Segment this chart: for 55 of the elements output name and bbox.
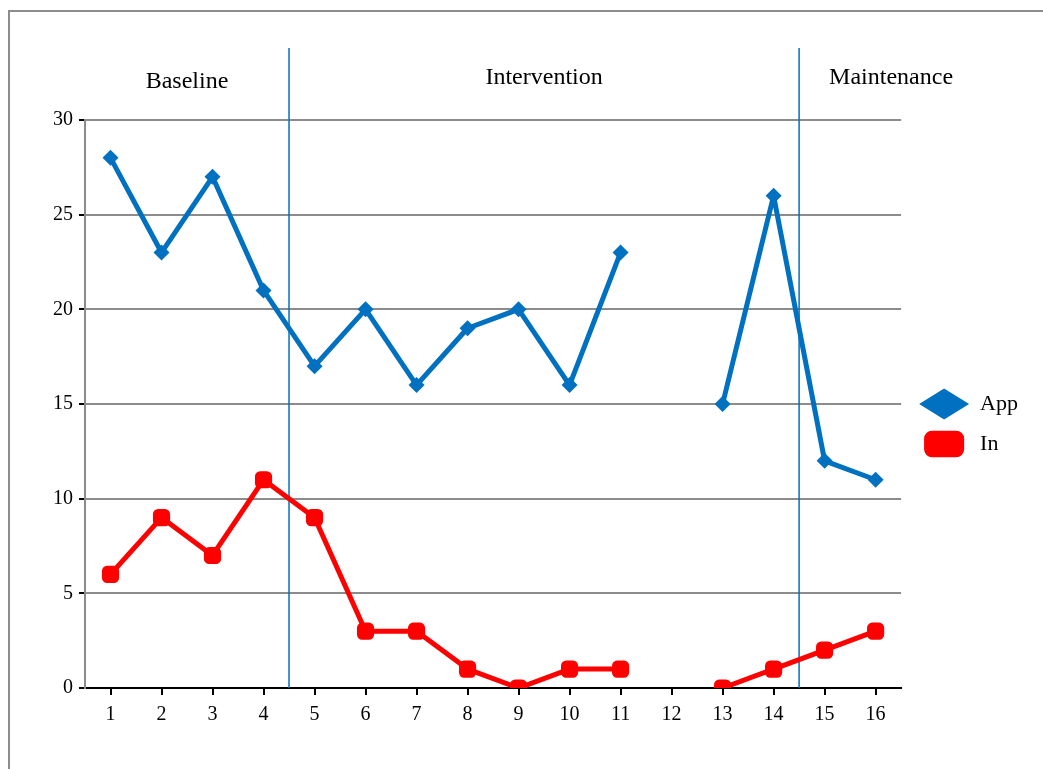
x-tick-label: 8: [462, 702, 473, 725]
point: [816, 641, 834, 659]
point: [816, 452, 833, 469]
x-tick-label: 5: [309, 702, 320, 725]
x-tick-label: 16: [865, 702, 886, 725]
point: [153, 244, 170, 261]
point: [101, 565, 120, 583]
point: [203, 546, 222, 565]
x-tick-label: 15: [814, 702, 835, 725]
point: [611, 660, 630, 678]
point: [305, 509, 324, 527]
x-tick-label: 6: [360, 702, 371, 725]
x-tick-label: 2: [156, 702, 167, 725]
point: [612, 244, 629, 261]
x-tick-label: 7: [411, 702, 422, 725]
x-tick-label: 4: [258, 702, 269, 725]
y-tick-label: 5: [63, 580, 73, 603]
x-tick-label: 11: [610, 702, 631, 725]
point: [152, 509, 171, 527]
point: [255, 282, 272, 299]
y-tick-label: 30: [53, 107, 73, 130]
text: Maintenance: [829, 63, 954, 90]
point: [459, 320, 476, 337]
point: [254, 471, 273, 489]
x-tick-label: 12: [661, 702, 682, 725]
y-tick-label: 15: [53, 391, 73, 414]
x-tick-label: 13: [712, 702, 733, 725]
point: [867, 471, 884, 488]
point: [561, 377, 578, 394]
point: [306, 358, 323, 375]
x-tick-label: 1: [105, 702, 116, 725]
point: [408, 377, 425, 394]
point: [204, 168, 221, 185]
y-tick-label: 20: [53, 296, 73, 319]
point: [102, 149, 119, 166]
legend-label: App: [980, 389, 1018, 415]
x-tick-label: 14: [763, 702, 784, 725]
point: [510, 301, 527, 318]
legend-label: In: [980, 429, 999, 455]
text: Intervention: [485, 63, 603, 90]
x-tick-label: 10: [559, 702, 580, 725]
y-tick-label: 0: [63, 675, 73, 698]
point: [458, 660, 477, 678]
point: [714, 396, 731, 412]
y-tick-label: 25: [53, 201, 73, 224]
x-tick-label: 3: [207, 702, 218, 725]
point: [560, 660, 579, 678]
point: [765, 660, 783, 678]
text: Baseline: [145, 67, 229, 94]
point: [357, 301, 374, 318]
point: [356, 622, 375, 640]
x-tick-label: 9: [513, 702, 524, 725]
point: [407, 622, 426, 640]
y-tick-label: 10: [53, 485, 73, 508]
point: [867, 622, 885, 640]
